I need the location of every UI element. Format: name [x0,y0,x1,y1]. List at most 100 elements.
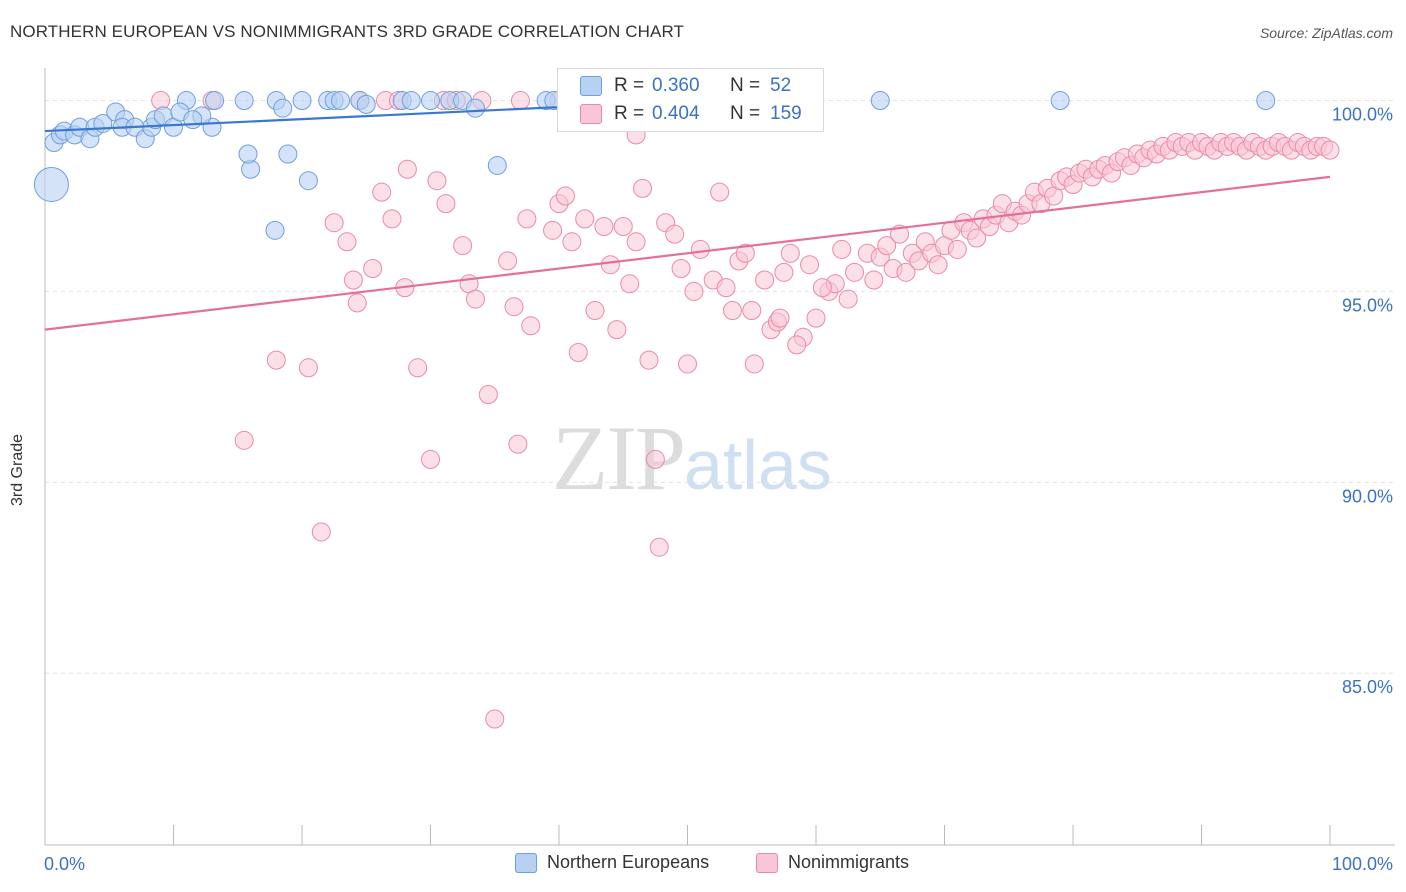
nonimmigrants-point [311,522,331,542]
nonimmigrants-point [408,358,428,378]
nonimmigrants-point [744,354,764,374]
northern-europeans-point [421,91,440,111]
nonimmigrants-point [324,213,344,233]
nonimmigrants-point [382,209,402,229]
nonimmigrants-point [363,259,383,279]
source-label: Source: ZipAtlas.com [1259,25,1393,41]
x-tick-label: 100.0% [1332,854,1393,874]
nonimmigrants-point [716,278,736,298]
nonimmigrants-point [436,194,456,214]
nonimmigrants-point [337,232,357,252]
nonimmigrants-point [896,262,916,282]
legend-n-value: 159 [770,103,802,124]
nonimmigrants-point [421,449,440,469]
y-tick-label: 100.0% [1332,105,1393,125]
nonimmigrants-point [478,385,498,405]
nonimmigrants-point [928,255,948,275]
northern-europeans-point [870,91,890,111]
watermark-atlas: atlas [684,426,832,504]
nonimmigrants-point [510,91,530,111]
northern-europeans-point [331,91,351,111]
northern-europeans-point [33,167,69,203]
legend-label: Nonimmigrants [788,852,910,872]
northern-europeans-point [465,98,485,118]
nonimmigrants-point [645,449,665,469]
legend-item-nonimmigrants[interactable]: Nonimmigrants [756,852,909,873]
nonimmigrants-point [555,186,575,206]
nonimmigrants-point [543,220,563,240]
nonimmigrants-point [755,270,775,290]
northern-europeans-point [183,110,203,130]
nonimmigrants-point [465,289,485,309]
legend-r-label: R = [614,75,645,96]
nonimmigrants-point [485,709,505,729]
nonimmigrants-point [521,316,541,336]
northern-europeans-point [234,91,254,111]
nonimmigrants-point [234,430,254,450]
legend-r-value: 0.360 [652,75,700,96]
nonimmigrants-point [298,358,318,378]
nonimmigrants-point [690,239,710,259]
legend-swatch-blue [515,852,537,873]
northern-europeans-point [238,144,258,164]
northern-europeans-point [401,91,421,111]
nonimmigrants-point [710,182,730,202]
nonimmigrants-point [947,239,967,259]
legend-row-northern-europeans: R = 0.360 N = 52 [558,74,791,98]
legend-n-label: N = [730,103,761,124]
nonimmigrants-point [787,335,807,355]
nonimmigrants-point [600,255,620,275]
nonimmigrants-point [397,159,417,179]
nonimmigrants-point [649,537,669,557]
nonimmigrants-point [453,236,473,256]
nonimmigrants-point [800,255,820,275]
northern-europeans-point [205,91,225,111]
nonimmigrants-point [575,209,595,229]
y-tick-label: 90.0% [1342,486,1393,506]
northern-europeans-point [487,155,507,175]
nonimmigrants-point [343,270,363,290]
correlation-legend: R = 0.360 N = 52 R = 0.404 N = 159 [557,68,824,132]
nonimmigrants-point [845,262,865,282]
legend-n-label: N = [730,75,761,96]
nonimmigrants-point [780,243,800,263]
chart-title: NORTHERN EUROPEAN VS NONIMMIGRANTS 3RD G… [10,22,684,41]
northern-europeans-point [356,94,376,114]
nonimmigrants-trendline [44,175,1331,331]
nonimmigrants-point [665,224,685,244]
legend-n-value: 52 [770,75,792,96]
nonimmigrants-point [832,239,852,259]
legend-swatch-blue [580,76,602,96]
northern-europeans-point [265,220,285,240]
northern-europeans-point [298,171,318,191]
nonimmigrants-point [1320,140,1340,160]
nonimmigrants-point [633,178,653,198]
zipatlas-watermark: ZIPatlas [552,405,832,511]
nonimmigrants-point [607,320,627,340]
nonimmigrants-point [722,301,742,321]
nonimmigrants-point [585,301,605,321]
northern-europeans-point [278,144,298,164]
nonimmigrants-point [562,232,582,252]
nonimmigrants-point [806,308,826,328]
x-tick-label: 0.0% [44,854,85,874]
nonimmigrants-point [626,232,646,252]
northern-europeans-point [292,91,312,111]
nonimmigrants-point [372,182,392,202]
northern-europeans-point [1256,91,1276,111]
nonimmigrants-point [517,209,537,229]
nonimmigrants-point [671,259,691,279]
nonimmigrants-point [620,274,640,294]
legend-item-northern-europeans[interactable]: Northern Europeans [515,852,709,873]
nonimmigrants-point [639,350,659,370]
nonimmigrants-point [266,350,286,370]
y-tick-label: 85.0% [1342,677,1393,697]
nonimmigrants-point [347,293,367,313]
legend-r-value: 0.404 [652,103,700,124]
nonimmigrants-point [812,278,832,298]
northern-europeans-point [1050,91,1070,111]
legend-swatch-pink [580,104,602,124]
series-legend: Northern Europeans Nonimmigrants [0,852,1406,876]
nonimmigrants-point [770,308,790,328]
legend-r-label: R = [614,103,645,124]
